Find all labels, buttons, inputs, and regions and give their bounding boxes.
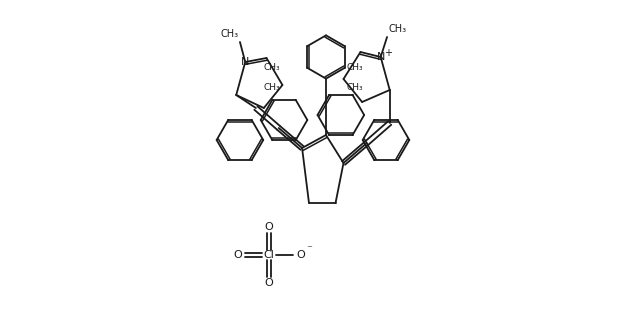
Text: Cl: Cl (264, 250, 275, 260)
Text: ⁻: ⁻ (307, 244, 313, 254)
Text: +: + (384, 48, 392, 58)
Text: CH₃: CH₃ (263, 84, 280, 93)
Text: CH₃: CH₃ (389, 24, 407, 34)
Text: CH₃: CH₃ (347, 84, 364, 93)
Text: CH₃: CH₃ (220, 29, 238, 39)
Text: O: O (234, 250, 243, 260)
Text: O: O (265, 222, 273, 232)
Text: N: N (241, 57, 250, 67)
Text: CH₃: CH₃ (347, 64, 364, 73)
Text: O: O (296, 250, 305, 260)
Text: CH₃: CH₃ (263, 64, 280, 73)
Text: N: N (376, 52, 385, 62)
Text: O: O (265, 278, 273, 288)
